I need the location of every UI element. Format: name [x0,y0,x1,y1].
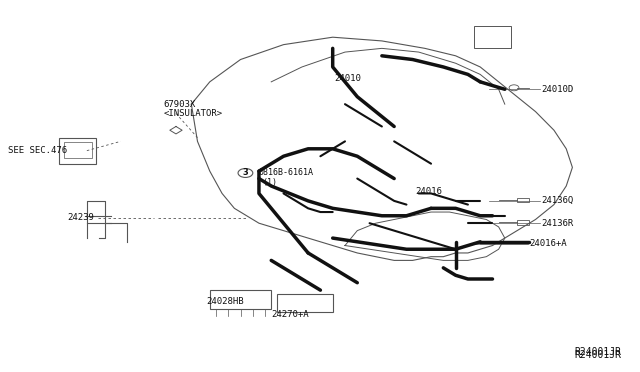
Text: 24239: 24239 [67,213,94,222]
Text: (1): (1) [262,178,277,187]
Text: <INSULATOR>: <INSULATOR> [164,109,223,118]
Text: 3: 3 [243,169,248,177]
Text: R24001JR: R24001JR [575,350,621,360]
Text: 24016: 24016 [415,187,442,196]
Text: 24010D: 24010D [541,85,574,94]
Text: SEE SEC.476: SEE SEC.476 [8,146,67,155]
Text: 24010: 24010 [335,74,362,83]
Text: 24136R: 24136R [541,219,574,228]
Text: 24016+A: 24016+A [529,239,567,248]
Text: 0816B-6161A: 0816B-6161A [259,169,314,177]
Text: 24136Q: 24136Q [541,196,574,205]
Text: 24028HB: 24028HB [207,297,244,306]
Text: R24001JR: R24001JR [575,347,621,357]
Text: 24270+A: 24270+A [271,310,308,319]
Text: 67903X: 67903X [164,100,196,109]
